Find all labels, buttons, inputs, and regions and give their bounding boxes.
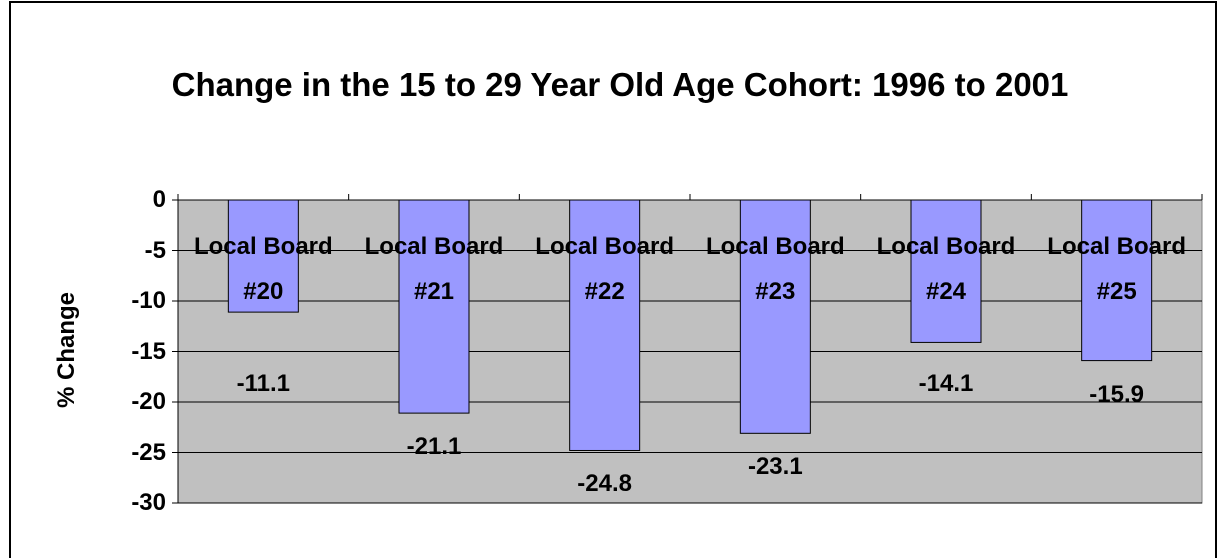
- value-label: -21.1: [406, 433, 462, 461]
- bar: [227, 199, 299, 313]
- bar: [398, 199, 470, 414]
- y-tick-label: -5: [144, 236, 166, 264]
- bar: [910, 199, 982, 343]
- value-label: -14.1: [918, 370, 974, 397]
- y-tick-label: 0: [152, 186, 166, 213]
- category-label: Local Board #24: [876, 233, 1016, 305]
- value-label: -23.1: [747, 453, 803, 481]
- y-tick-label: -25: [131, 438, 166, 466]
- y-tick-label: -30: [131, 489, 166, 516]
- chart-border: [9, 1, 1217, 558]
- bar: [569, 199, 641, 451]
- category-label: Local Board #21: [364, 233, 504, 305]
- value-label: -24.8: [577, 470, 632, 498]
- category-label: Local Board #25: [1047, 233, 1186, 305]
- y-tick-label: -20: [131, 388, 166, 415]
- y-tick-label: -10: [131, 287, 166, 314]
- category-label: Local Board #23: [705, 233, 845, 305]
- y-tick-label: -15: [131, 337, 166, 365]
- value-label: -15.9: [1089, 380, 1144, 408]
- bar: [1081, 199, 1153, 362]
- y-axis-label: % Change: [53, 291, 80, 409]
- bar: [739, 199, 811, 434]
- chart-title: Change in the 15 to 29 Year Old Age Coho…: [171, 66, 1069, 103]
- value-label: -11.1: [236, 370, 291, 397]
- category-label: Local Board #20: [193, 233, 333, 305]
- category-label: Local Board #22: [535, 233, 674, 305]
